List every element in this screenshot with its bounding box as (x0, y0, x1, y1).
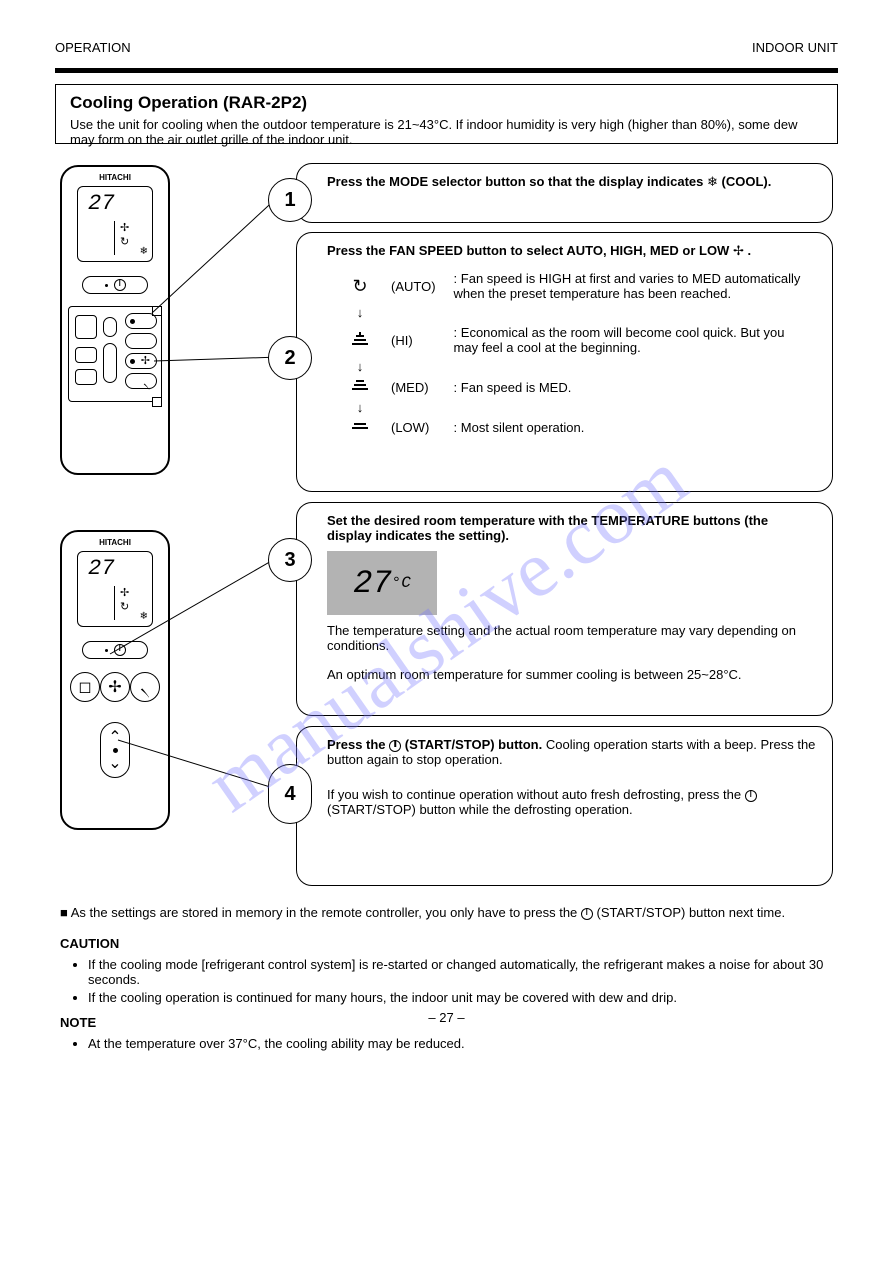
fan-low-label: (LOW) (383, 418, 444, 437)
fan-icon: ✢ (733, 243, 748, 258)
fan-low-desc: : Most silent operation. (446, 418, 814, 437)
lcd-temp: 27 (88, 191, 114, 216)
power-icon-inline (389, 740, 401, 752)
step-1-panel: Press the MODE selector button so that t… (296, 163, 833, 223)
caution-bullet-2: If the cooling operation is continued fo… (88, 990, 833, 1005)
step-1-circle: 1 (268, 178, 312, 222)
lcd-auto-icon: ↻ (120, 235, 129, 248)
cooling-operation-box: Cooling Operation (RAR-2P2) Use the unit… (55, 84, 838, 144)
page-number: – 27 – (428, 1010, 464, 1025)
fan-med-desc: : Fan speed is MED. (446, 377, 814, 398)
fan-hi-label: (HI) (383, 323, 444, 357)
page-header: OPERATION INDOOR UNIT (55, 40, 838, 55)
step-3-l2: The temperature setting and the actual r… (327, 623, 816, 653)
step-2-panel: Press the FAN SPEED button to select AUT… (296, 232, 833, 492)
lid-btn-2 (75, 347, 97, 363)
step-3-l3: An optimum room temperature for summer c… (327, 667, 816, 682)
mode-round-button: ◻ (70, 672, 100, 702)
lcd-divider (114, 221, 115, 255)
step-3-l1: Set the desired room temperature with th… (327, 513, 768, 543)
step-3-panel: Set the desired room temperature with th… (296, 502, 833, 716)
step-2-circle: 2 (268, 336, 312, 380)
note-bullet: At the temperature over 37°C, the coolin… (88, 1036, 833, 1051)
cooling-text: Use the unit for cooling when the outdoo… (70, 117, 823, 147)
step-3-circle: 3 (268, 538, 312, 582)
lid-btn-3 (75, 369, 97, 385)
lid-btn-5 (103, 343, 117, 383)
snowflake-icon: ❄ (707, 174, 722, 189)
step-4-l1-mid: (START/STOP) button. (405, 737, 542, 752)
caution-title: CAUTION (60, 936, 833, 951)
fan-speed-table: ↻(AUTO): Fan speed is HIGH at first and … (337, 267, 816, 439)
fan-med-label: (MED) (383, 377, 444, 398)
header-right: INDOOR UNIT (752, 40, 838, 55)
divider (55, 68, 838, 73)
header-left: OPERATION (55, 40, 131, 55)
step-4-panel: Press the (START/STOP) button. Cooling o… (296, 726, 833, 886)
power-icon-inline-2 (745, 790, 757, 802)
notes-area: ■ As the settings are stored in memory i… (60, 905, 833, 1061)
step-1-post: (COOL). (722, 174, 772, 189)
step-4-l2-pre: If you wish to continue operation withou… (327, 787, 745, 802)
power-icon (114, 279, 126, 291)
lcd-fan-icon: ✢ (120, 221, 129, 234)
lid-btn-1 (75, 315, 97, 339)
step-2-title: Press the FAN SPEED button to select AUT… (327, 243, 729, 258)
caution-bullet-1: If the cooling mode [refrigerant control… (88, 957, 833, 987)
power-icon-inline-3 (581, 908, 593, 920)
fan-auto-desc: : Fan speed is HIGH at first and varies … (446, 269, 814, 303)
cooling-title: Cooling Operation (RAR-2P2) (70, 93, 823, 113)
step-1-pre: Press the MODE selector button so that t… (327, 174, 703, 189)
step-4-circle: 4 (268, 764, 312, 824)
lid-btn-4 (103, 317, 117, 337)
step-4-l2-post: (START/STOP) button while the defrosting… (327, 802, 633, 817)
temp-display: 27°C (327, 551, 437, 615)
step-4-l1-pre: Press the (327, 737, 389, 752)
power-button (82, 276, 148, 294)
fan-hi-desc: : Economical as the room will become coo… (446, 323, 814, 357)
fan-auto-label: (AUTO) (383, 269, 444, 303)
step-4-l1-post: Cooling operation starts with a beep. Pr… (327, 737, 815, 767)
